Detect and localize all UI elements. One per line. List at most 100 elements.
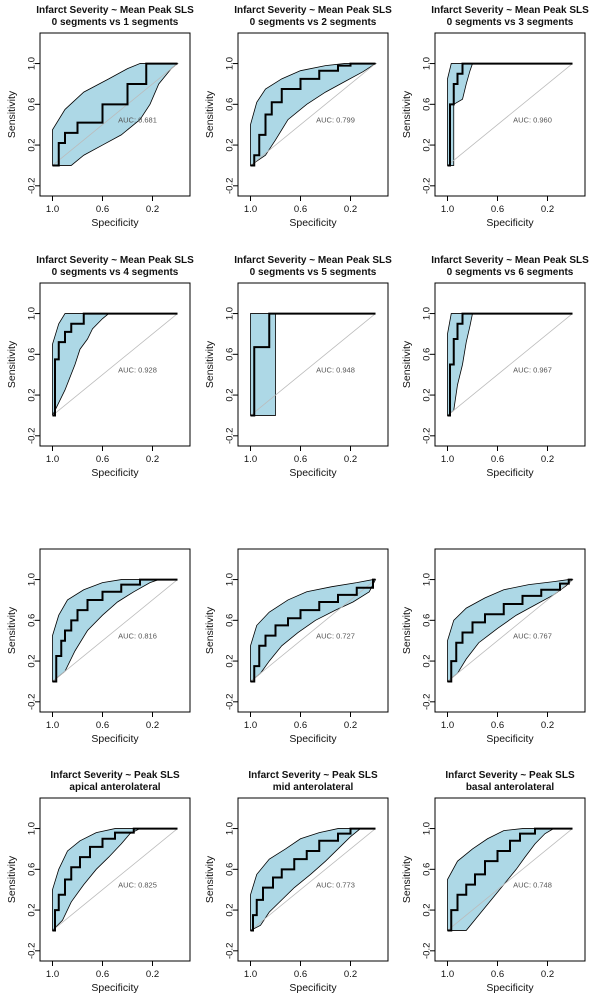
y-tick-label: 1.0	[421, 573, 432, 586]
plot-frame	[237, 32, 389, 197]
y-tick-label: -0.2	[26, 943, 37, 959]
x-tick-label: 0.2	[146, 969, 159, 980]
roc-curve	[250, 62, 376, 167]
x-tick-label: 0.6	[294, 720, 307, 731]
y-tick-label: 0.2	[26, 138, 37, 151]
x-tick-label: 0.2	[344, 204, 357, 215]
y-tick-label: 1.0	[224, 57, 235, 70]
y-axis-label: Sensitivity	[204, 855, 216, 903]
y-axis-label: Sensitivity	[401, 340, 413, 388]
diagonal-line	[447, 828, 573, 931]
ci-band	[52, 313, 178, 416]
roc-panel-7: AUC: 0.816 1.0 0.6 0.2 -0.2 0.2 0.6 1.0 Specific…	[6, 548, 191, 745]
y-tick-label: 1.0	[421, 307, 432, 320]
y-tick-label: 0.2	[224, 654, 235, 667]
panel-title: Infarct Severity ~ Peak SLS	[50, 770, 180, 781]
y-tick-label: 0.2	[224, 903, 235, 916]
x-tick-label: 0.6	[96, 454, 109, 465]
auc-label: AUC: 0.748	[513, 881, 552, 890]
diagonal-line	[447, 63, 573, 166]
roc-curve	[447, 827, 573, 932]
x-axis-label: Specificity	[91, 217, 139, 229]
roc-curve	[52, 312, 178, 417]
y-tick-label: 0.2	[26, 388, 37, 401]
x-tick-label: 0.2	[146, 204, 159, 215]
x-tick-label: 0.2	[541, 454, 554, 465]
y-tick-label: 0.6	[224, 98, 235, 111]
x-tick-label: 0.6	[96, 204, 109, 215]
x-tick-label: 1.0	[244, 969, 257, 980]
roc-curve	[52, 578, 178, 683]
y-axis-label: Sensitivity	[204, 606, 216, 654]
y-tick-label: 1.0	[26, 57, 37, 70]
diagonal-line	[52, 313, 178, 416]
y-axis-label: Sensitivity	[6, 90, 18, 138]
x-axis-label: Specificity	[289, 733, 337, 745]
y-tick-label: 0.6	[26, 98, 37, 111]
auc-label: AUC: 0.773	[316, 881, 355, 890]
y-tick-label: 1.0	[224, 822, 235, 835]
x-tick-label: 0.6	[294, 969, 307, 980]
y-tick-label: 0.6	[26, 348, 37, 361]
x-tick-label: 1.0	[441, 204, 454, 215]
auc-label: AUC: 0.799	[316, 116, 355, 125]
y-tick-label: -0.2	[421, 428, 432, 444]
plot-frame	[237, 797, 389, 962]
diagonal-line	[447, 313, 573, 416]
y-tick-label: 0.2	[421, 903, 432, 916]
y-tick-label: 0.6	[421, 348, 432, 361]
y-axis-label: Sensitivity	[6, 855, 18, 903]
x-tick-label: 1.0	[441, 720, 454, 731]
plot-frame	[434, 548, 586, 713]
x-tick-label: 0.2	[146, 454, 159, 465]
diagonal-line	[250, 579, 376, 682]
panel-subtitle: 0 segments vs 6 segments	[447, 267, 574, 278]
y-axis-label: Sensitivity	[204, 340, 216, 388]
x-tick-label: 0.6	[294, 204, 307, 215]
panel-subtitle: 0 segments vs 1 segments	[52, 17, 179, 28]
roc-panel-8: AUC: 0.727 1.0 0.6 0.2 -0.2 0.2 0.6 1.0 Specific…	[204, 548, 389, 745]
y-axis-label: Sensitivity	[204, 90, 216, 138]
x-tick-label: 0.6	[491, 720, 504, 731]
x-tick-label: 1.0	[244, 720, 257, 731]
x-axis-label: Specificity	[289, 982, 337, 993]
y-axis-label: Sensitivity	[401, 606, 413, 654]
y-tick-label: 0.6	[421, 614, 432, 627]
y-tick-label: 1.0	[26, 573, 37, 586]
y-tick-label: 1.0	[421, 57, 432, 70]
plot-frame	[39, 548, 191, 713]
y-tick-label: -0.2	[224, 428, 235, 444]
y-tick-label: 0.6	[26, 863, 37, 876]
y-tick-label: 0.6	[421, 98, 432, 111]
y-tick-label: 1.0	[224, 573, 235, 586]
diagonal-line	[52, 579, 178, 682]
x-tick-label: 0.6	[96, 969, 109, 980]
y-tick-label: -0.2	[26, 428, 37, 444]
y-axis-label: Sensitivity	[401, 855, 413, 903]
y-tick-label: 0.6	[224, 614, 235, 627]
diagonal-line	[250, 828, 376, 931]
y-tick-label: -0.2	[26, 178, 37, 194]
panel-title: Infarct Severity ~ Mean Peak SLS	[431, 255, 589, 266]
x-tick-label: 0.2	[541, 969, 554, 980]
diagonal-line	[52, 828, 178, 931]
x-tick-label: 0.6	[96, 720, 109, 731]
panel-title: Infarct Severity ~ Mean Peak SLS	[36, 255, 194, 266]
panel-title: Infarct Severity ~ Peak SLS	[445, 770, 575, 781]
panel-title: Infarct Severity ~ Mean Peak SLS	[234, 255, 392, 266]
auc-label: AUC: 0.960	[513, 116, 552, 125]
y-tick-label: 1.0	[421, 822, 432, 835]
y-tick-label: -0.2	[224, 694, 235, 710]
y-tick-label: 0.6	[421, 863, 432, 876]
auc-label: AUC: 0.825	[118, 881, 157, 890]
x-axis-label: Specificity	[91, 733, 139, 745]
y-tick-label: 0.2	[224, 388, 235, 401]
diagonal-line	[447, 579, 573, 682]
x-tick-label: 0.2	[344, 454, 357, 465]
y-tick-label: 0.6	[26, 614, 37, 627]
